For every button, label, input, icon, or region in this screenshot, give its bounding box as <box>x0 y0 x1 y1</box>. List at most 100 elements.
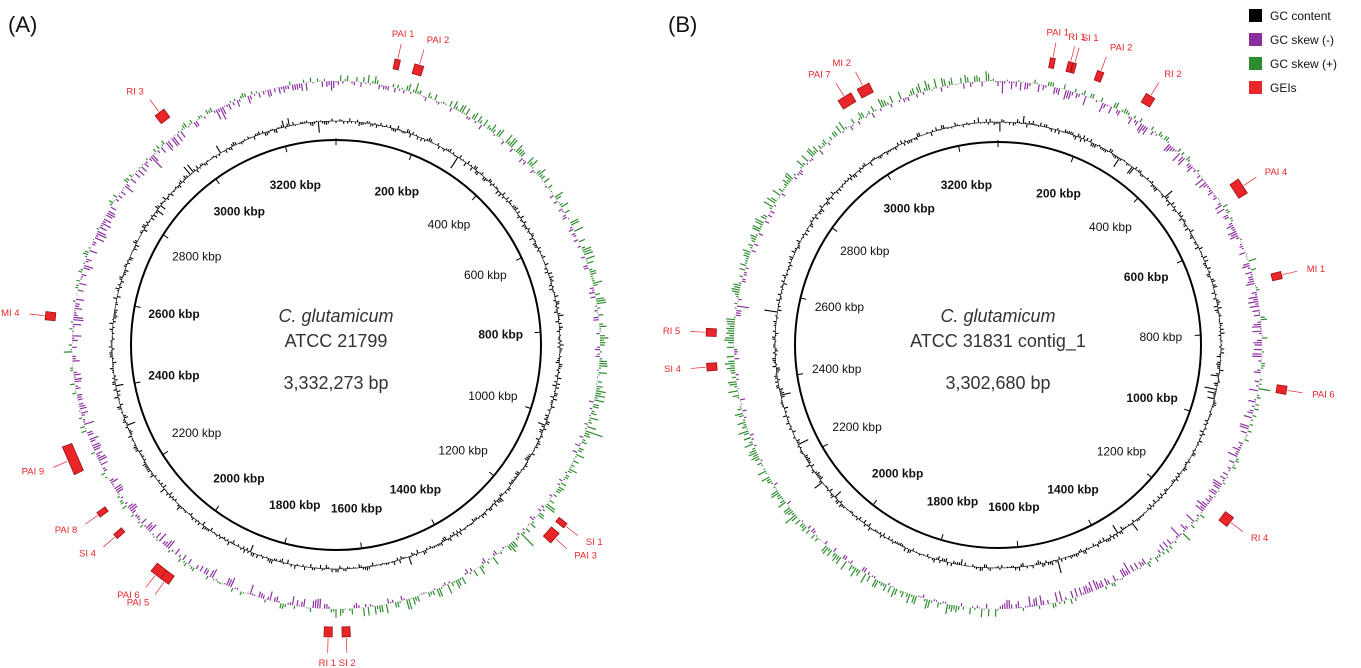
kbp-tick-mark <box>940 534 944 541</box>
gei-leader-line <box>145 575 156 588</box>
gei-label: PAI 8 <box>55 525 78 536</box>
gei-block <box>44 311 57 322</box>
gei-label: PAI 4 <box>1265 167 1288 178</box>
kbp-tick-label: 3000 kbp <box>214 204 265 218</box>
kbp-tick-mark <box>800 297 807 300</box>
gei-block <box>1065 61 1074 73</box>
gei-label: PAI 1 <box>1047 28 1070 39</box>
kbp-tick-label: 1600 kbp <box>331 502 382 516</box>
gei-block <box>1048 57 1056 69</box>
gei-label: RI 5 <box>663 326 680 337</box>
kbp-tick-mark <box>488 471 495 477</box>
gei-leader-line <box>1282 270 1298 276</box>
genome-map-panel-a: (A) 200 kbp 400 kbp 600 kbp 800 kbp 1000 kbp… <box>1 12 609 668</box>
gei-block <box>706 362 718 372</box>
kbp-tick-label: 1000 kbp <box>1126 391 1177 405</box>
gei-block <box>341 626 351 638</box>
legend-swatch-gc-skew-pos <box>1249 57 1262 70</box>
kbp-tick-label: 3200 kbp <box>941 178 992 192</box>
gei-block <box>96 506 109 518</box>
kbp-tick-mark <box>515 257 522 261</box>
kbp-tick-label: 2600 kbp <box>815 300 865 314</box>
gei-label: SI 2 <box>339 658 356 668</box>
kbp-tick-label: 1000 kbp <box>468 389 518 403</box>
gei-label: PAI 6 <box>117 590 140 601</box>
gei-label: RI 4 <box>1251 533 1268 544</box>
kbp-tick-mark <box>1070 156 1074 163</box>
kbp-tick-mark <box>284 537 287 544</box>
kbp-tick-label: 1400 kbp <box>1047 483 1098 497</box>
gei-leader-line <box>149 99 160 112</box>
kbp-tick-mark <box>797 373 804 376</box>
gei-leader-line <box>690 331 706 333</box>
gei-label: SI 1 <box>1082 33 1099 44</box>
gei-label: PAI 9 <box>22 466 45 477</box>
gei-label: SI 4 <box>79 549 96 560</box>
kbp-tick-label: 1200 kbp <box>438 443 488 457</box>
gc-content-baseline <box>111 120 561 570</box>
genome-size: 3,332,273 bp <box>283 373 388 393</box>
kbp-tick-label: 800 kbp <box>478 328 523 342</box>
kbp-tick-label: 200 kbp <box>374 185 419 199</box>
organism-name: C. glutamicum <box>940 306 1055 326</box>
kbp-tick-mark <box>1088 519 1092 526</box>
kbp-tick-mark <box>958 145 961 152</box>
gei-block <box>150 562 168 579</box>
gei-label: PAI 3 <box>574 550 597 561</box>
gei-markers: PAI 1 RI 1SI 1 PAI 2 RI 2 PAI 4 MI 1 PAI 6 RI 4… <box>663 28 1335 544</box>
legend: GC content GC skew (-) GC skew (+) GEIs <box>1249 9 1337 95</box>
kbp-tick-mark <box>1184 408 1191 412</box>
panel-letter-a: (A) <box>8 12 37 37</box>
kbp-ticks: 200 kbp 400 kbp 600 kbp 800 kbp 1000 kbp 1200… <box>134 138 541 549</box>
gei-block <box>1270 271 1283 282</box>
genome-size: 3,302,680 bp <box>945 373 1050 393</box>
genome-map-panel-b: (B) 200 kbp 400 kbp 600 kbp 800 kbp 1000 kbp… <box>663 12 1335 618</box>
gei-leader-line <box>103 536 115 548</box>
kbp-tick-label: 2800 kbp <box>840 244 890 258</box>
kbp-tick-label: 400 kbp <box>428 218 471 232</box>
gei-label: PAI 1 <box>392 29 415 40</box>
kbp-tick-mark <box>162 450 169 456</box>
gc-content-ring <box>764 115 1225 574</box>
legend-item-gc-skew-pos: GC skew (+) <box>1249 57 1337 71</box>
gei-block <box>555 516 568 529</box>
legend-item-gc-content: GC content <box>1249 9 1331 23</box>
legend-item-gc-skew-neg: GC skew (-) <box>1249 33 1334 47</box>
kbp-tick-mark <box>822 443 828 448</box>
legend-item-geis: GEIs <box>1249 81 1297 95</box>
legend-swatch-gc-content <box>1249 9 1262 22</box>
gc-content-baseline <box>774 121 1222 569</box>
gei-label: RI 2 <box>1164 69 1181 80</box>
kbp-tick-label: 600 kbp <box>464 268 507 282</box>
kbp-ticks: 200 kbp 400 kbp 600 kbp 800 kbp 1000 kbp 1200… <box>797 140 1201 548</box>
gc-skew-positive-trace <box>723 71 1271 618</box>
gei-block <box>856 82 874 99</box>
kbp-tick-label: 2200 kbp <box>172 426 222 440</box>
kbp-tick-label: 3000 kbp <box>884 201 935 215</box>
kbp-tick-label: 3200 kbp <box>270 178 321 192</box>
kbp-tick-label: 2200 kbp <box>832 420 882 434</box>
legend-label-geis: GEIs <box>1270 81 1297 95</box>
gei-block <box>705 327 717 337</box>
kbp-tick-mark <box>162 234 169 239</box>
kbp-tick-mark <box>1146 473 1152 479</box>
kbp-tick-mark <box>215 178 220 185</box>
gei-leader-line <box>29 313 45 316</box>
gei-block <box>61 442 84 476</box>
gei-label: RI 1 <box>319 658 336 668</box>
kbp-tick-mark <box>134 305 141 308</box>
gei-block <box>1140 92 1156 108</box>
gei-leader-line <box>53 461 68 468</box>
gei-leader-line <box>1287 390 1303 394</box>
gei-leader-line <box>154 581 165 595</box>
gei-block <box>1275 384 1288 395</box>
gei-leader-line <box>555 538 568 550</box>
gc-skew-ring <box>63 74 609 618</box>
gei-leader-line <box>419 49 425 65</box>
gei-label: PAI 7 <box>808 70 831 81</box>
gei-label: RI 3 <box>126 87 143 98</box>
legend-label-gc-content: GC content <box>1270 9 1331 23</box>
gei-leader-line <box>835 82 845 97</box>
legend-label-gc-skew-neg: GC skew (-) <box>1270 33 1334 47</box>
